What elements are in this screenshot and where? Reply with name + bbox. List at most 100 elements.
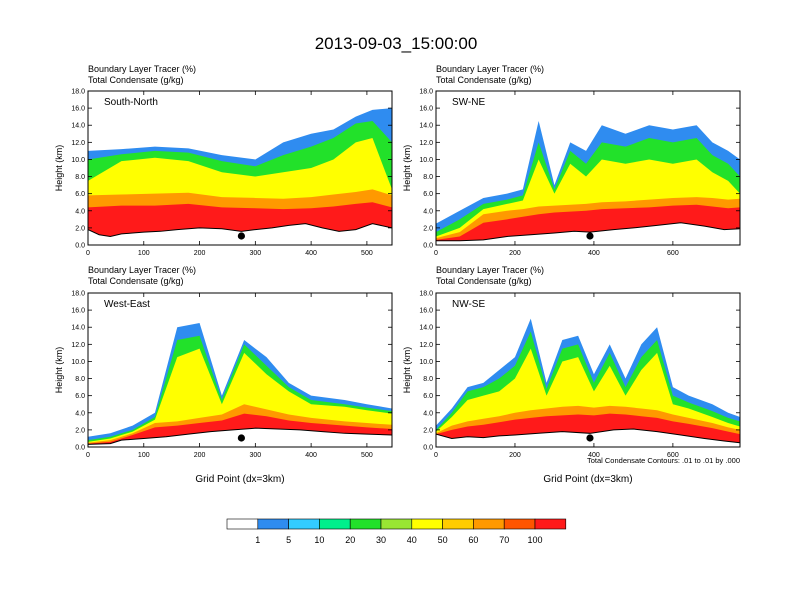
terrain-line [436,428,740,444]
colorbar-swatch [503,518,536,530]
location-marker [237,434,245,442]
y-tick-label: 6.0 [423,191,433,198]
y-tick-label: 12.0 [71,342,85,349]
y-tick-label: 18.0 [419,291,433,298]
colorbar-swatch [226,518,259,530]
panel-subtitle-condensate: Total Condensate (g/kg) [88,276,184,286]
colorbar-swatch [349,518,382,530]
panel-subtitle-tracer: Boundary Layer Tracer (%) [88,265,196,275]
x-tick-label: 0 [434,250,438,257]
y-tick-label: 4.0 [75,410,85,417]
plot-area: SW-NE 0.0 2.0 4.0 6.0 8.0 10.0 12.0 14.0 16.0 18.0… [402,89,741,257]
x-tick-label: 0 [86,452,90,459]
x-tick-label: 600 [667,250,679,257]
y-tick-label: 6.0 [423,393,433,400]
panel-subtitle-tracer: Boundary Layer Tracer (%) [88,64,196,74]
field-layers [88,108,392,245]
y-tick-label: 0.0 [75,243,85,250]
x-tick-label: 200 [509,250,521,257]
y-tick-label: 10.0 [419,359,433,366]
y-tick-label: 8.0 [75,174,85,181]
y-tick-label: 8.0 [75,376,85,383]
x-tick-label: 600 [667,452,679,459]
colorbar-swatch [319,518,351,530]
panel-south-north: Boundary Layer Tracer (%) Total Condensa… [54,64,393,257]
x-tick-label: 200 [509,452,521,459]
y-tick-label: 0.0 [423,243,433,250]
y-tick-label: 2.0 [423,225,433,232]
x-axis-label: Grid Point (dx=3km) [195,474,284,485]
y-tick-label: 16.0 [419,308,433,315]
y-tick-label: 2.0 [75,225,85,232]
plot-area: West-East 0.0 2.0 4.0 6.0 8.0 10.0 12.0 14.0 16.0… [54,291,393,485]
y-tick-label: 14.0 [419,325,433,332]
x-tick-label: 400 [305,250,317,257]
colorbar-swatch [288,518,320,530]
colorbar-label: 40 [407,535,417,545]
panel-nw-se: Boundary Layer Tracer (%) Total Condensa… [402,265,741,485]
y-tick-label: 14.0 [419,123,433,130]
contour-note: Total Condensate Contours: .01 to .01 by… [587,456,740,465]
colorbar-label: 60 [468,535,478,545]
location-marker [237,232,245,240]
y-tick-label: 10.0 [71,157,85,164]
colorbar-label: 20 [345,535,355,545]
panel-subtitle-condensate: Total Condensate (g/kg) [88,75,184,85]
y-tick-label: 8.0 [423,376,433,383]
x-axis-label: Grid Point (dx=3km) [543,474,632,485]
panel-subtitle-condensate: Total Condensate (g/kg) [436,276,532,286]
terrain-line [436,222,740,242]
x-tick-label: 400 [588,452,600,459]
y-tick-label: 6.0 [75,191,85,198]
colorbar-label: 30 [376,535,386,545]
y-tick-label: 0.0 [423,445,433,452]
x-tick-label: 500 [361,452,373,459]
y-tick-label: 14.0 [71,123,85,130]
figure-title: 2013-09-03_15:00:00 [315,34,478,53]
y-axis-label: Height (km) [402,145,412,192]
y-axis-label: Height (km) [402,347,412,394]
x-tick-label: 200 [194,250,206,257]
y-axis-label: Height (km) [54,145,64,192]
panel-label: SW-NE [452,97,485,108]
colorbar-label: 70 [499,535,509,545]
colorbar-label: 10 [314,535,324,545]
y-tick-label: 2.0 [423,427,433,434]
colorbar-swatch [257,518,289,530]
x-tick-label: 500 [361,250,373,257]
panel-subtitle-condensate: Total Condensate (g/kg) [436,75,532,85]
location-marker [586,232,594,240]
x-tick-label: 400 [305,452,317,459]
colorbar-label: 100 [527,535,542,545]
y-tick-label: 4.0 [75,208,85,215]
x-tick-label: 300 [249,250,261,257]
x-tick-label: 300 [249,452,261,459]
field-layers [88,322,392,447]
y-tick-label: 16.0 [71,308,85,315]
y-tick-label: 18.0 [419,89,433,96]
plot-frame [87,90,393,246]
y-tick-label: 16.0 [71,106,85,113]
y-tick-label: 6.0 [75,393,85,400]
y-tick-label: 16.0 [419,106,433,113]
colorbar-label: 50 [438,535,448,545]
colorbar: 1 5 10 20 30 40 50 60 70 100 [226,518,567,545]
colorbar-label: 1 [255,535,260,545]
y-tick-label: 4.0 [423,410,433,417]
terrain-line [88,427,392,445]
plot-frame [435,90,741,246]
y-tick-label: 8.0 [423,174,433,181]
colorbar-swatch [380,518,413,530]
x-tick-label: 100 [138,452,150,459]
panel-label: South-North [104,97,158,108]
colorbar-label: 5 [286,535,291,545]
plot-area: South-North 0.0 2.0 4.0 6.0 8.0 10.0 12.0 14.0 16… [54,89,393,257]
y-tick-label: 10.0 [419,157,433,164]
terrain-line [88,223,392,237]
colorbar-swatch [473,518,505,530]
x-tick-label: 0 [434,452,438,459]
y-tick-label: 0.0 [75,445,85,452]
y-tick-label: 14.0 [71,325,85,332]
panel-label: West-East [104,299,150,310]
